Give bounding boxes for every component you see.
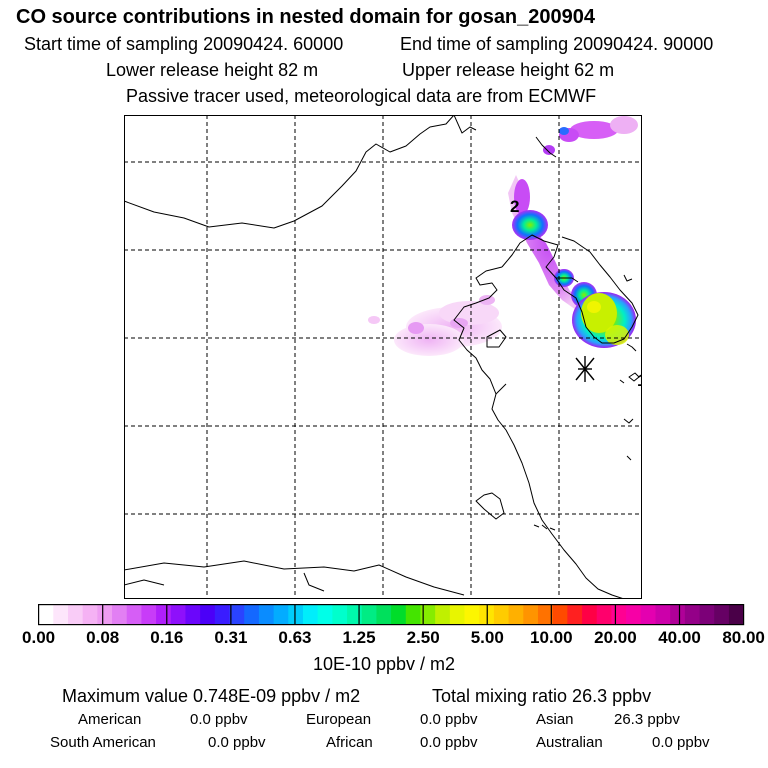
asian-label: Asian	[536, 711, 574, 728]
colorbar-cell	[435, 604, 451, 625]
colorbar-cell	[361, 604, 377, 625]
colorbar-cell	[214, 604, 230, 625]
colorbar-tick-label: 80.00	[722, 628, 765, 647]
colorbar-cell	[523, 604, 539, 625]
colorbar-cell	[126, 604, 142, 625]
colorbar-cell	[582, 604, 598, 625]
colorbar-cell	[332, 604, 348, 625]
european-value: 0.0 ppbv	[420, 711, 478, 728]
source-label-1: 1	[637, 371, 642, 390]
south-american-value: 0.0 ppbv	[208, 734, 266, 751]
colorbar-cell	[82, 604, 98, 625]
colorbar-cell	[670, 604, 686, 625]
maximum-value: Maximum value 0.748E-09 ppbv / m2	[62, 686, 361, 706]
african-label: African	[326, 734, 373, 751]
colorbar-tick-label: 0.00	[22, 628, 56, 647]
european-label: European	[306, 711, 372, 728]
colorbar-cell	[640, 604, 656, 625]
colorbar-tick-label: 0.31	[214, 628, 248, 647]
colorbar-cell	[347, 604, 363, 625]
colorbar-cell	[317, 604, 333, 625]
colorbar-cell	[376, 604, 392, 625]
australian-value: 0.0 ppbv	[652, 734, 710, 751]
colorbar-cell	[626, 604, 642, 625]
colorbar-cell	[405, 604, 421, 625]
colorbar-cell	[112, 604, 128, 625]
colorbar-cell	[244, 604, 260, 625]
colorbar-cell	[714, 604, 730, 625]
colorbar-cell	[170, 604, 186, 625]
colorbar-cell	[420, 604, 436, 625]
colorbar-tick-label: 2.50	[406, 628, 440, 647]
plume-korea	[508, 175, 636, 348]
plot-title: CO source contributions in nested domain…	[16, 6, 596, 28]
upper-release-height-label: Upper release height 62 m	[402, 60, 615, 80]
colorbar-cell	[185, 604, 201, 625]
plume-northeast	[543, 116, 638, 155]
colorbar-cell	[229, 604, 245, 625]
colorbar-frame	[38, 604, 745, 626]
asian-value: 26.3 ppbv	[614, 711, 680, 728]
colorbar-tick-label: 40.00	[658, 628, 701, 647]
coastlines	[124, 115, 640, 599]
source-label-2: 2	[510, 197, 519, 216]
colorbar-cell	[611, 604, 627, 625]
receptor-star-marker	[575, 356, 595, 382]
australian-label: Australian	[536, 734, 603, 751]
colorbar-tick-label: 10.00	[530, 628, 573, 647]
map-panel: 2 1	[124, 115, 642, 599]
colorbar-cell	[156, 604, 172, 625]
colorbar-cell	[699, 604, 715, 625]
colorbar-cell	[464, 604, 480, 625]
end-time-label: End time of sampling 20090424. 90000	[400, 34, 714, 54]
african-value: 0.0 ppbv	[420, 734, 478, 751]
colorbar-cell	[552, 604, 568, 625]
colorbar-tick-label: 0.08	[86, 628, 120, 647]
south-american-label: South American	[50, 734, 156, 751]
lower-release-height-label: Lower release height 82 m	[106, 60, 319, 80]
colorbar-cell	[537, 604, 554, 625]
colorbar-cell	[53, 604, 69, 625]
colorbar-cell	[38, 604, 54, 625]
colorbar-cell	[302, 604, 319, 625]
tracer-note: Passive tracer used, meteorological data…	[126, 86, 597, 106]
colorbar-unit-label: 10E-10 ppbv / m2	[312, 654, 456, 674]
colorbar-tick-label: 1.25	[342, 628, 376, 647]
american-label: American	[78, 711, 142, 728]
colorbar-cell	[273, 604, 289, 625]
american-value: 0.0 ppbv	[190, 711, 248, 728]
colorbar-cell	[508, 604, 524, 625]
colorbar-cell	[200, 604, 216, 625]
colorbar-cell	[449, 604, 465, 625]
colorbar-cell	[258, 604, 274, 625]
colorbar-cell	[288, 604, 304, 625]
colorbar-cell	[596, 604, 612, 625]
colorbar-cell	[567, 604, 583, 625]
colorbar-cell	[67, 604, 84, 625]
colorbar-cell	[684, 604, 700, 625]
colorbar-tick-label: 20.00	[594, 628, 637, 647]
start-time-label: Start time of sampling 20090424. 60000	[24, 34, 344, 54]
graticule	[124, 115, 642, 599]
colorbar-cell	[141, 604, 157, 625]
colorbar-tick-label: 5.00	[470, 628, 504, 647]
colorbar-tick-label: 0.63	[278, 628, 312, 647]
colorbar-cell	[391, 604, 407, 625]
colorbar-cell	[493, 604, 509, 625]
plume-north-china	[368, 295, 502, 356]
map-frame	[124, 115, 642, 599]
total-mixing-ratio: Total mixing ratio 26.3 ppbv	[432, 686, 652, 706]
colorbar-tick-label: 0.16	[150, 628, 184, 647]
colorbar-cell	[97, 604, 113, 625]
colorbar-cell	[655, 604, 671, 625]
colorbar-cell	[728, 604, 744, 625]
colorbar	[38, 604, 745, 626]
